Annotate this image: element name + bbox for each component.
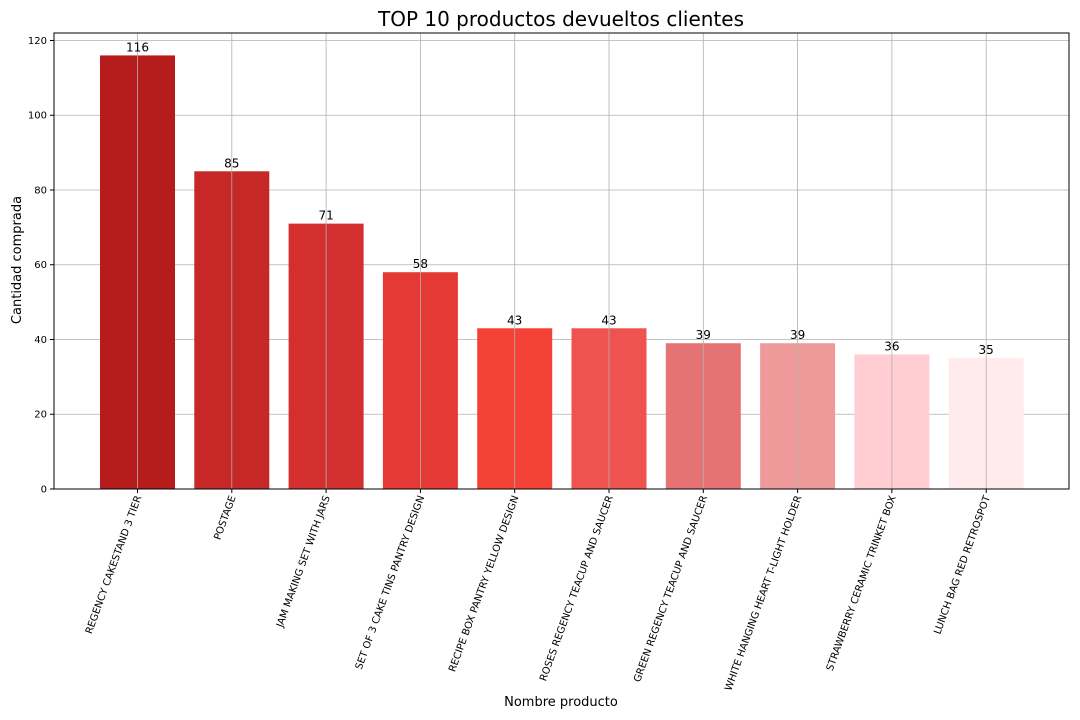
- y-tick-layer: 0 20 40 60 80 100 120: [28, 36, 54, 496]
- x-tick-label: WHITE HANGING HEART T-LIGHT HOLDER: [723, 494, 804, 692]
- x-tick-label: LUNCH BAG RED RETROSPOT: [933, 493, 994, 635]
- x-tick-label: ROSES REGENCY TEACUP AND SAUCER: [538, 494, 616, 683]
- bar-layer: [100, 55, 1024, 489]
- data-label-layer: 116 85 71 58 43 43 39 39 36 35: [126, 33, 994, 489]
- y-tick-label: 120: [28, 36, 47, 47]
- x-tick-label: RECIPE BOX PANTRY YELLOW DESIGN: [447, 494, 521, 673]
- plot-frame: [53, 32, 1070, 490]
- bar-data-label: 85: [224, 156, 239, 170]
- bar-data-label: 43: [507, 313, 522, 327]
- x-tick-layer: REGENCY CAKESTAND 3 TIER POSTAGE JAM MAKIN…: [84, 489, 993, 692]
- x-tick-label: SET OF 3 CAKE TINS PANTRY DESIGN: [354, 494, 427, 671]
- y-tick-label: 20: [34, 410, 47, 421]
- x-tick-label: GREEN REGENCY TEACUP AND SAUCER: [632, 494, 710, 684]
- bar-data-label: 35: [979, 343, 994, 357]
- x-tick-label: JAM MAKING SET WITH JARS: [275, 494, 333, 630]
- y-axis-label: Cantidad comprada: [10, 196, 25, 324]
- x-tick-label: STRAWBERRY CERAMIC TRINKET BOX: [825, 494, 899, 672]
- y-tick-label: 40: [34, 335, 47, 346]
- y-tick-label: 100: [28, 111, 47, 122]
- bar-data-label: 43: [601, 313, 616, 327]
- bar-data-label: 58: [413, 257, 428, 271]
- x-tick-label: POSTAGE: [212, 494, 238, 541]
- y-tick-label: 60: [34, 260, 47, 271]
- bar-data-label: 71: [318, 209, 333, 223]
- bar-data-label: 36: [884, 339, 899, 353]
- y-tick-label: 0: [41, 485, 47, 496]
- chart-title: TOP 10 productos devueltos clientes: [377, 7, 744, 31]
- x-axis-label: Nombre producto: [504, 695, 618, 710]
- x-tick-label: REGENCY CAKESTAND 3 TIER: [84, 494, 144, 635]
- bar-data-label: 39: [790, 328, 805, 342]
- bar-data-label: 39: [696, 328, 711, 342]
- y-tick-label: 80: [34, 185, 47, 196]
- bar-data-label: 116: [126, 40, 149, 54]
